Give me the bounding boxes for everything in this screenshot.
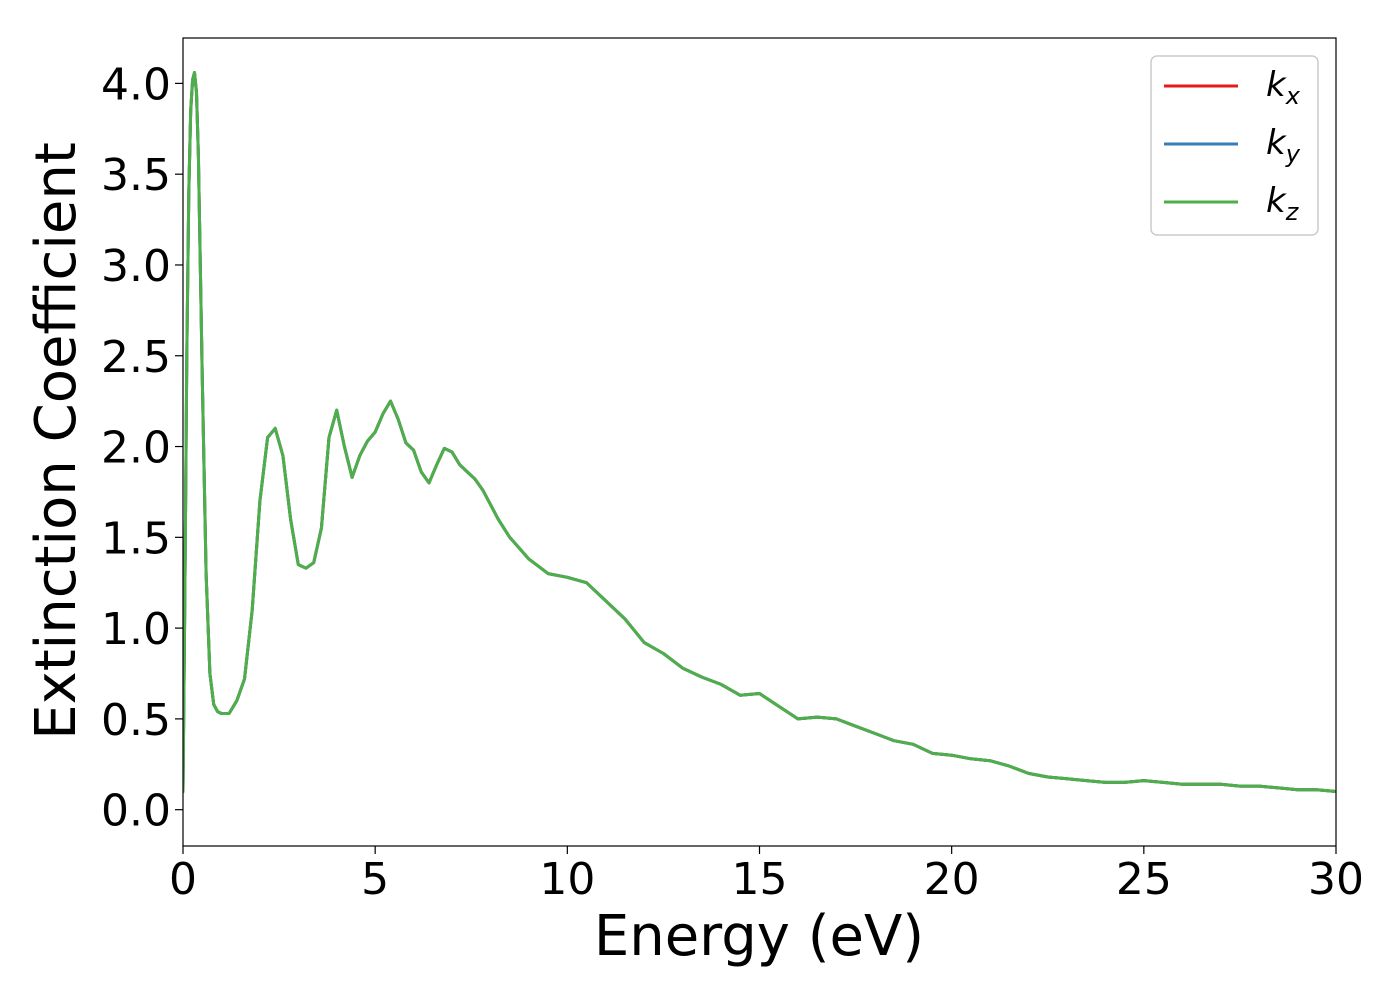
legend-label-k-y: ky [1266,123,1301,168]
series-lines [183,71,1336,793]
y-tick-label: 2.5 [101,332,171,383]
y-tick-label: 3.0 [101,241,171,292]
y-tick-label: 2.0 [101,423,171,474]
series-line-k-z [183,71,1336,793]
x-tick-label: 10 [539,854,595,905]
y-tick-label: 3.5 [101,150,171,201]
legend: kx ky kz [1150,55,1319,236]
x-tick-label: 15 [732,854,788,905]
y-tick-label: 1.0 [101,604,171,655]
x-tick-label: 0 [169,854,197,905]
y-tick-label: 0.5 [101,695,171,746]
plot-area [183,38,1336,846]
legend-label-k-x: kx [1266,65,1301,110]
x-tick-label: 5 [361,854,389,905]
x-axis-label: Energy (eV) [594,904,924,969]
x-tick-label: 30 [1308,854,1364,905]
y-axis-label: Extinction Coefficient [24,142,89,740]
x-tick-label: 20 [924,854,980,905]
y-tick-label: 1.5 [101,513,171,564]
x-tick-label: 25 [1116,854,1172,905]
legend-label-k-z: kz [1266,181,1300,226]
y-tick-label: 0.0 [101,786,171,837]
y-tick-label: 4.0 [101,59,171,110]
tick-marks-and-labels: 0 5 10 15 20 25 30 0.0 0.5 1.0 1.5 2.0 2.5 3.0 3.5 4.0 [101,59,1364,905]
plot-background [183,38,1336,846]
